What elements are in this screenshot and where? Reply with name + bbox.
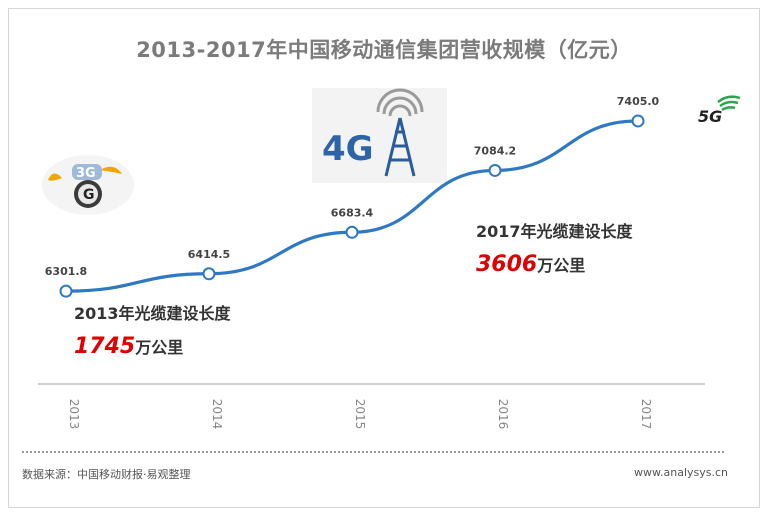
data-point-2015 — [345, 225, 359, 239]
4g-tower-icon: 4G — [312, 88, 447, 187]
x-tick-2017: 2017 — [639, 399, 653, 430]
data-point-2017 — [631, 114, 645, 128]
footer-divider — [22, 451, 724, 453]
annotation-2017-value: 3606 — [476, 252, 538, 277]
site-url[interactable]: www.analysys.cn — [634, 466, 728, 479]
chart-title: 2013-2017年中国移动通信集团营收规模（亿元） — [136, 38, 632, 62]
5g-logo-text: 5G — [698, 107, 722, 126]
4g-logo-text: 4G — [322, 129, 374, 169]
annotation-2013-unit: 万公里 — [135, 338, 184, 357]
data-point-2016 — [488, 163, 502, 177]
annotation-2013-title: 2013年光缆建设长度 — [74, 304, 231, 323]
annotation-2017: 2017年光缆建设长度 3606万公里 — [476, 218, 633, 277]
annotation-2013: 2013年光缆建设长度 1745万公里 — [74, 300, 231, 359]
data-label-2016: 7084.2 — [474, 144, 516, 157]
annotation-2017-title: 2017年光缆建设长度 — [476, 222, 633, 241]
5g-logo-icon: 5G — [696, 92, 746, 130]
3g-logo-text: 3G — [76, 166, 96, 181]
x-tick-2015: 2015 — [353, 399, 367, 430]
x-tick-2014: 2014 — [210, 399, 224, 430]
data-label-2017: 7405.0 — [617, 95, 660, 108]
data-point-2013 — [59, 284, 73, 298]
x-tick-2013: 2013 — [67, 399, 81, 430]
svg-text:G: G — [83, 187, 95, 203]
data-label-2013: 6301.8 — [45, 265, 87, 278]
data-label-2014: 6414.5 — [188, 248, 230, 261]
data-label-2015: 6683.4 — [331, 206, 374, 219]
3g-logo-icon: G 3G — [38, 150, 138, 224]
data-point-2014 — [202, 267, 216, 281]
annotation-2017-unit: 万公里 — [537, 256, 586, 275]
x-tick-2016: 2016 — [496, 399, 510, 430]
annotation-2013-value: 1745 — [74, 334, 136, 359]
data-source: 数据来源：中国移动财报·易观整理 — [22, 468, 191, 481]
